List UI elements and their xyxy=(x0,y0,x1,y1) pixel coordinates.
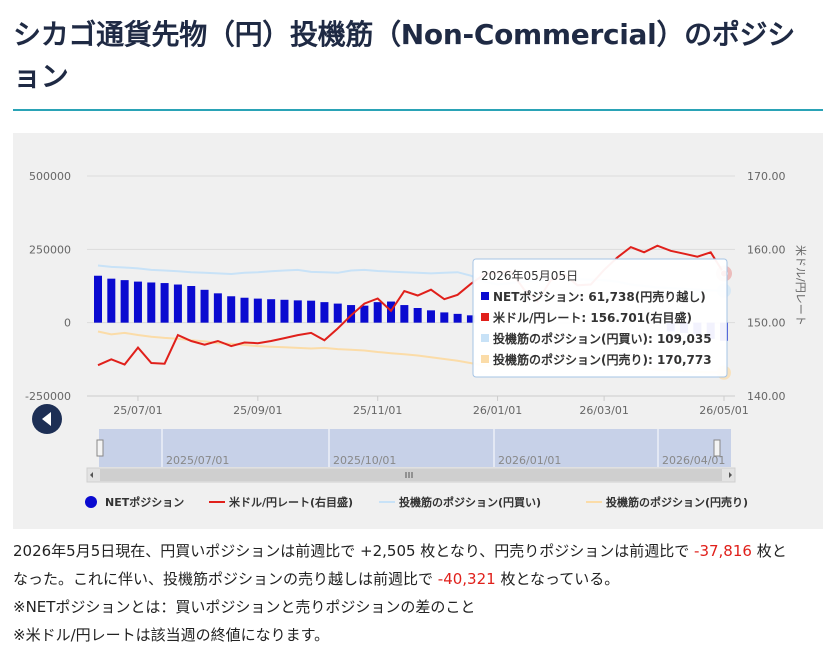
net-bar xyxy=(213,293,222,323)
navigator-selection[interactable] xyxy=(99,429,731,467)
tooltip-row-label: NETポジション: 61,738(円売り越し) xyxy=(493,289,706,304)
net-bar xyxy=(94,275,102,323)
x-axis: 25/07/01 25/09/01 25/11/01 26/01/01 26/03/01… xyxy=(87,395,749,417)
scrollbar-grip-icon xyxy=(405,472,413,478)
left-axis-tick-label: 0 xyxy=(64,317,71,330)
net-bar xyxy=(466,315,475,323)
tooltip-swatch xyxy=(481,334,489,342)
net-bar xyxy=(147,282,156,323)
net-bar xyxy=(320,302,329,323)
net-bar xyxy=(347,305,356,323)
net-bar xyxy=(133,281,142,323)
right-axis-title: 米ドル/円レート xyxy=(794,245,807,326)
net-bar xyxy=(333,303,342,323)
net-bar xyxy=(453,313,462,323)
note-rate: ※米ドル/円レートは該当週の終値になります。 xyxy=(13,626,330,644)
tooltip-row-label: 投機筋のポジション(円買い): 109,035 xyxy=(493,331,712,346)
note-net-position: ※NETポジションとは：買いポジションと売りポジションの差のこと xyxy=(13,598,476,616)
chart-tooltip: 2026年05月05日 NETポジション: 61,738(円売り越し) 米ドル/円… xyxy=(472,258,728,378)
net-bar xyxy=(253,298,262,323)
scroll-right-arrow-icon[interactable] xyxy=(729,472,732,478)
description: 2026年5月5日現在、円買いポジションは前週比で +2,505 枚となり、円売… xyxy=(13,537,825,649)
scroll-left-arrow-icon[interactable] xyxy=(90,472,93,478)
net-bar xyxy=(173,284,182,323)
navigator-date-label: 2026/04/01 xyxy=(662,454,725,467)
right-axis: 170.00 160.00 150.00 140.00 xyxy=(747,170,786,403)
left-axis-tick-label: 500000 xyxy=(29,170,71,183)
legend-label[interactable]: 投機筋のポジション(円売り) xyxy=(606,495,748,509)
range-navigator[interactable]: 2025/07/01 2025/10/01 2026/01/01 2026/04/01 xyxy=(86,429,736,483)
chart-panel: 500000 250000 0 -250000 170.00 160.00 150.00 1… xyxy=(13,133,823,529)
net-bar xyxy=(280,299,289,323)
legend-symbol-net xyxy=(85,496,97,508)
net-bar xyxy=(160,283,169,323)
net-bar xyxy=(120,280,129,323)
back-arrow-icon xyxy=(42,412,51,426)
right-axis-tick-label: 170.00 xyxy=(747,170,786,183)
left-axis: 500000 250000 0 -250000 xyxy=(25,170,71,403)
x-axis-tick-label: 26/05/01 xyxy=(699,404,748,417)
net-bar xyxy=(440,312,449,323)
back-button[interactable] xyxy=(32,404,62,434)
tooltip-swatch xyxy=(481,313,489,321)
x-axis-tick-label: 25/11/01 xyxy=(353,404,402,417)
net-bar xyxy=(227,296,236,323)
net-bar xyxy=(360,305,369,323)
x-axis-tick-label: 26/01/01 xyxy=(473,404,522,417)
legend-label[interactable]: NETポジション xyxy=(105,495,184,509)
net-bar xyxy=(240,297,249,323)
tooltip-row-label: 米ドル/円レート: 156.701(右目盛) xyxy=(493,310,692,325)
chart-legend: NETポジション 米ドル/円レート(右目盛) 投機筋のポジション(円買い) 投機筋のポ… xyxy=(85,495,748,509)
legend-label[interactable]: 投機筋のポジション(円買い) xyxy=(399,495,541,509)
x-axis-tick-label: 26/03/01 xyxy=(579,404,628,417)
tooltip-swatch xyxy=(481,355,489,363)
net-bar xyxy=(373,302,382,323)
net-bar xyxy=(293,300,302,323)
navigator-left-handle[interactable] xyxy=(96,439,104,457)
tooltip-row-label: 投機筋のポジション(円売り): 170,773 xyxy=(493,352,712,367)
navigator-date-label: 2025/10/01 xyxy=(333,454,396,467)
net-change-negative: -40,321 xyxy=(437,570,496,588)
description-line-2: なった。これに伴い、投機筋ポジションの売り越しは前週比で -40,321 枚とな… xyxy=(13,570,620,588)
left-axis-tick-label: 250000 xyxy=(29,243,71,256)
net-bar xyxy=(107,278,116,323)
legend-label[interactable]: 米ドル/円レート(右目盛) xyxy=(228,495,353,509)
x-axis-tick-label: 25/09/01 xyxy=(233,404,282,417)
description-line-1: 2026年5月5日現在、円買いポジションは前週比で +2,505 枚となり、円売… xyxy=(13,542,787,560)
navigator-scrollbar-thumb[interactable] xyxy=(100,469,722,481)
buy-sell-change-negative: -37,816 xyxy=(694,542,752,560)
x-axis-tick-label: 25/07/01 xyxy=(113,404,162,417)
page-title: シカゴ通貨先物（円）投機筋（Non-Commercial）のポジション xyxy=(13,18,795,93)
net-bar xyxy=(187,286,196,323)
navigator-date-label: 2025/07/01 xyxy=(166,454,229,467)
right-axis-tick-label: 150.00 xyxy=(747,317,786,330)
navigator-right-handle[interactable] xyxy=(713,439,721,457)
navigator-date-label: 2026/01/01 xyxy=(498,454,561,467)
tooltip-date: 2026年05月05日 xyxy=(481,269,578,283)
net-bar xyxy=(400,305,409,323)
net-bar xyxy=(413,308,422,323)
net-bar xyxy=(426,310,435,323)
usdjpy-rate-line xyxy=(97,244,725,367)
net-bar xyxy=(267,299,276,323)
left-axis-tick-label: -250000 xyxy=(25,390,71,403)
right-axis-tick-label: 140.00 xyxy=(747,390,786,403)
net-bar xyxy=(307,300,316,323)
right-axis-tick-label: 160.00 xyxy=(747,243,786,256)
title-divider xyxy=(13,109,823,111)
tooltip-swatch xyxy=(481,292,489,300)
net-bar xyxy=(200,289,209,323)
